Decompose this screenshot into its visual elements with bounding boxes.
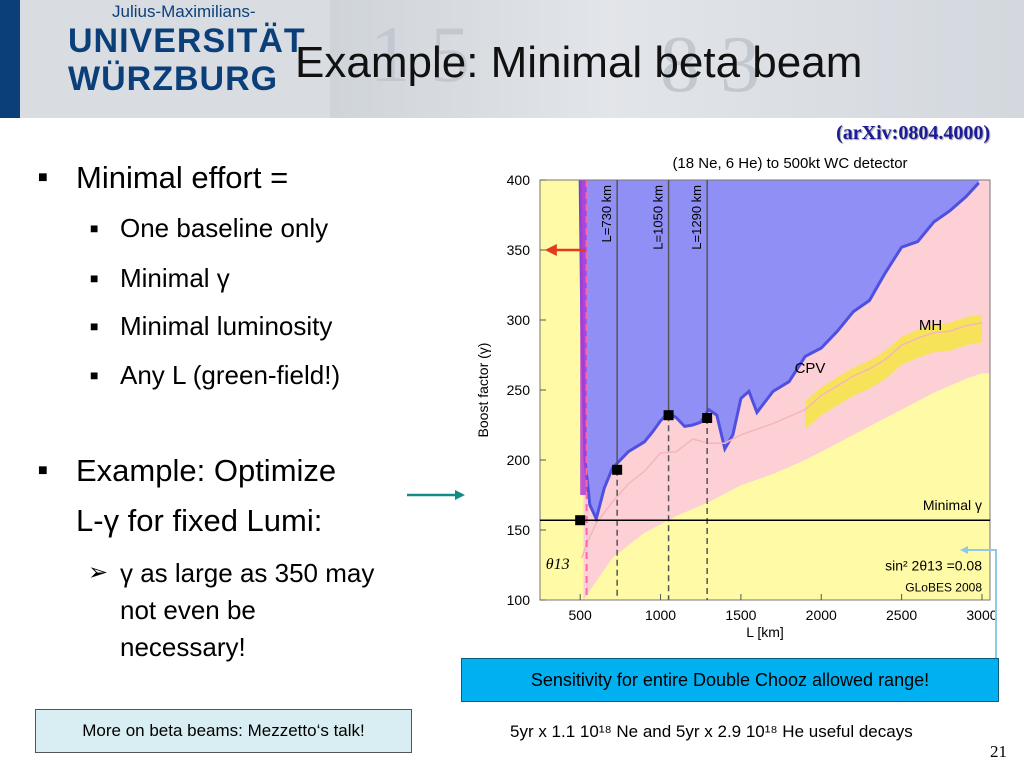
sub-bullet: ■ Minimal γ	[90, 263, 230, 293]
logo-subtitle: Julius-Maximilians-	[112, 2, 256, 21]
sub-bullet-text: Minimal luminosity	[120, 311, 333, 341]
y-tick-label: 150	[507, 522, 531, 538]
square-bullet-icon: ■	[90, 270, 99, 286]
header-watermark: 1 5 8 3	[330, 0, 1024, 118]
bullet-example-line2: L-γ for fixed Lumi:	[76, 503, 323, 538]
mh-label: MH	[919, 317, 942, 334]
sensitivity-box: Sensitivity for entire Double Chooz allo…	[461, 658, 999, 702]
x-tick-label: 3000	[966, 607, 997, 623]
baseline-label: L=1050 km	[651, 185, 666, 250]
optimization-point	[612, 464, 623, 475]
sub-bullet-text: One baseline only	[120, 213, 329, 243]
y-axis-label: Boost factor (γ)	[475, 343, 491, 438]
mh-boundary-line	[581, 322, 983, 559]
chart-regions	[540, 179, 990, 600]
sub-bullet: ■ One baseline only	[90, 213, 329, 243]
university-logo: UNIVERSITÄT WÜRZBURG	[68, 22, 306, 98]
x-tick-label: 2000	[806, 607, 837, 623]
x-tick-label: 2500	[886, 607, 917, 623]
x-axis-label: L [km]	[746, 624, 784, 640]
optimization-point	[702, 413, 713, 423]
y-tick-label: 100	[507, 592, 531, 608]
logo-bar	[0, 0, 20, 118]
minimal-gamma-band	[805, 314, 982, 430]
connector-line	[960, 546, 997, 660]
square-bullet-icon: ■	[38, 462, 48, 479]
slide-header: 1 5 8 3 Julius-Maximilians- UNIVERSITÄT …	[0, 0, 1024, 118]
chart-overlay: 500 1000 1500 2000 2500 3000 100 150 200 250 300 35…	[475, 155, 998, 640]
arrow-bullet-line3: necessary!	[120, 632, 246, 662]
y-tick-label: 350	[507, 242, 531, 258]
square-bullet-icon: ■	[90, 220, 99, 236]
bullet-minimal-effort: ■ Minimal effort =	[38, 160, 289, 196]
arrow-bullet-line2: not even be	[120, 595, 256, 625]
logo-line1: UNIVERSITÄT	[68, 22, 306, 60]
arrow-bullet-icon: ➢	[88, 559, 109, 586]
y-tick-label: 250	[507, 382, 531, 398]
baseline-label: L=730 km	[599, 185, 614, 242]
baseline-label: L=1290 km	[689, 185, 704, 250]
x-tick-label: 1000	[645, 607, 676, 623]
logo-line2: WÜRZBURG	[68, 60, 279, 98]
talk-reference-box: More on beta beams: Mezzetto‘s talk!	[35, 709, 412, 753]
square-bullet-icon: ■	[90, 318, 99, 334]
red-arrow-icon	[544, 244, 557, 256]
square-bullet-icon: ■	[38, 169, 48, 186]
y-tick-label: 400	[507, 172, 531, 188]
sub-bullet-text: Minimal γ	[120, 263, 230, 293]
slide-title: Example: Minimal beta beam	[295, 38, 863, 87]
magenta-stripe	[580, 180, 587, 495]
y-tick-label: 200	[507, 452, 531, 468]
cpv-label: CPV	[795, 360, 826, 377]
minimal-gamma-label: Minimal γ	[923, 497, 982, 513]
bullet-text: Minimal effort =	[76, 160, 289, 195]
theta13-label: θ13	[546, 556, 570, 573]
citation: (arXiv:0804.4000)	[836, 122, 990, 144]
decays-footnote: 5yr x 1.1 10¹⁸ Ne and 5yr x 2.9 10¹⁸ He …	[510, 722, 913, 741]
x-tick-label: 1500	[725, 607, 756, 623]
cpv-region	[580, 180, 979, 519]
optimization-point	[663, 410, 674, 421]
page-number: 21	[990, 742, 1007, 761]
chart-title: (18 Ne, 6 He) to 500kt WC detector	[672, 155, 907, 172]
square-bullet-icon: ■	[90, 367, 99, 383]
sub-bullet: ■ Minimal luminosity	[90, 311, 333, 341]
boost-factor-chart: 500 1000 1500 2000 2500 3000 100 150 200 250 300 35…	[475, 155, 998, 640]
arrow-bullet-line1: γ as large as 350 may	[120, 558, 375, 588]
globes-annotation: GLoBES 2008	[905, 581, 982, 595]
bullet-text: Example: Optimize	[76, 453, 337, 488]
optimization-point	[575, 515, 586, 526]
sub-bullet: ■ Any L (green-field!)	[90, 360, 341, 390]
x-tick-label: 500	[568, 607, 592, 623]
y-tick-label: 300	[507, 312, 531, 328]
teal-arrow-icon	[407, 490, 465, 500]
bullet-example: ■ Example: Optimize	[38, 453, 337, 489]
sub-bullet-text: Any L (green-field!)	[120, 360, 341, 390]
arrow-sub-bullet: ➢ γ as large as 350 may not even be nece…	[88, 557, 375, 663]
sin2-annotation: sin² 2θ13 =0.08	[885, 558, 982, 574]
